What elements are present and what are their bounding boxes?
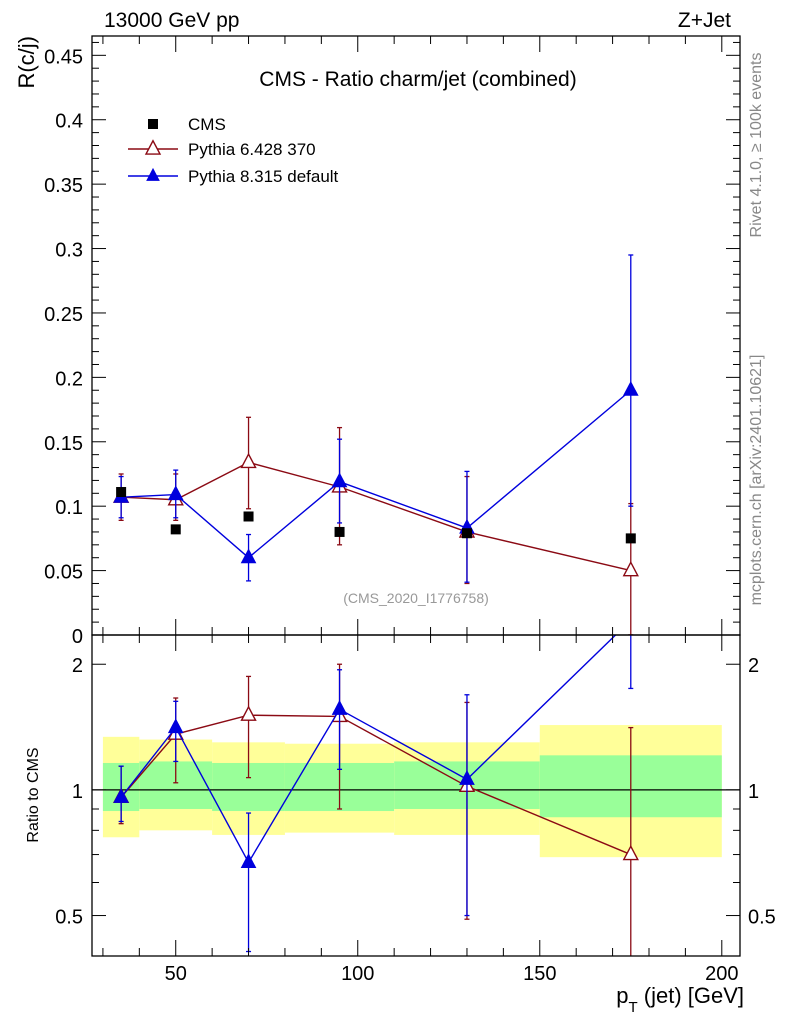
main-y-tick-label: 0.2 <box>55 368 83 390</box>
analysis-watermark: (CMS_2020_I1776758) <box>343 590 489 606</box>
main-y-tick-label: 0.3 <box>55 240 83 262</box>
x-axis-label-rest: (jet) [GeV] <box>638 983 744 1008</box>
pythia8-line <box>121 389 632 559</box>
mcplots-credit-label: mcplots.cern.ch [arXiv:2401.10621] <box>748 355 765 606</box>
main-y-tick-labels: 0 0.05 0.1 0.15 0.2 0.25 0.3 0.35 0.4 0.45 <box>44 46 83 648</box>
cms-data-point <box>170 524 181 535</box>
ratio-y-tick-label-right: 1 <box>748 781 759 803</box>
legend-entry-label: Pythia 6.428 370 <box>188 140 316 159</box>
ratio-pythia6-point <box>622 844 639 861</box>
ratio-data-series <box>112 635 639 956</box>
ratio-pythia6-line <box>120 714 632 856</box>
legend-cms-marker <box>148 119 158 129</box>
main-y-tick-label: 0.45 <box>44 46 83 68</box>
x-tick-label: 100 <box>341 963 374 985</box>
ratio-axis-ticks <box>92 635 740 957</box>
x-tick-label: 200 <box>705 963 738 985</box>
ratio-pythia8-line <box>120 635 617 864</box>
x-tick-labels: 50 100 150 200 <box>165 963 739 985</box>
legend: CMS Pythia 6.428 370 Pythia 8.315 default <box>128 115 339 186</box>
pythia6-point <box>622 560 639 577</box>
cms-data-point <box>243 511 254 522</box>
ratio-plot-panel: 0.5 0.5 1 1 2 2 50 100 150 200 <box>55 634 776 985</box>
cms-data-point <box>625 533 636 544</box>
ratio-pythia8-point <box>113 787 129 803</box>
ratio-y-axis-label: Ratio to CMS <box>25 747 42 842</box>
ratio-uncertainty-bands <box>102 725 722 858</box>
ratio-y-tick-label-left: 0.5 <box>55 907 83 929</box>
main-y-tick-label: 0.35 <box>44 175 83 197</box>
main-y-tick-label: 0.05 <box>44 562 83 584</box>
pythia6-point <box>240 452 257 469</box>
ratio-pythia8-point <box>240 853 257 869</box>
x-tick-label: 150 <box>523 963 556 985</box>
pythia6-line <box>121 461 631 572</box>
header-right-label: Z+Jet <box>678 9 731 32</box>
rivet-version-label: Rivet 4.1.0, ≥ 100k events <box>748 53 765 238</box>
main-plot-panel: 0 0.05 0.1 0.15 0.2 0.25 0.3 0.35 0.4 0.45 CMS - … <box>44 35 741 648</box>
ratio-y-tick-label-left: 1 <box>72 781 83 803</box>
legend-pythia6-marker <box>144 139 162 155</box>
main-y-tick-label: 0.4 <box>55 111 83 133</box>
ratio-y-tick-labels: 0.5 0.5 1 1 2 2 <box>55 655 776 928</box>
x-tick-label: 50 <box>165 963 187 985</box>
cms-data-point <box>116 487 127 498</box>
cms-data-point <box>461 528 472 539</box>
legend-entry-label: CMS <box>188 115 226 134</box>
main-y-tick-label: 0.15 <box>44 433 83 455</box>
pythia8-point <box>167 485 184 501</box>
ratio-pythia8-point <box>167 718 184 734</box>
legend-pythia8-marker <box>146 167 160 181</box>
main-data-series <box>112 254 639 635</box>
main-y-tick-label: 0 <box>72 626 83 648</box>
cms-data-point <box>334 526 345 537</box>
main-y-tick-label: 0.25 <box>44 304 83 326</box>
ratio-y-tick-label-right: 2 <box>748 655 759 677</box>
ratio-pythia8-point <box>459 770 475 785</box>
pythia8-point <box>622 380 639 396</box>
legend-entry-label: Pythia 8.315 default <box>188 167 339 186</box>
main-plot-title: CMS - Ratio charm/jet (combined) <box>259 68 576 91</box>
ratio-pythia8-point <box>331 699 348 715</box>
header-left-label: 13000 GeV pp <box>104 9 239 32</box>
ratio-y-tick-label-left: 2 <box>72 655 83 677</box>
main-axis-ticks <box>92 36 740 636</box>
ratio-y-tick-label-right: 0.5 <box>748 907 776 929</box>
x-axis-label-subscript: T <box>628 999 637 1016</box>
ratio-pythia6-point <box>240 705 257 721</box>
main-y-axis-label: R(c/j) <box>14 36 39 89</box>
x-axis-label: pT (jet) [GeV] <box>616 983 744 1016</box>
ratio-plot-frame <box>91 634 741 957</box>
main-y-tick-label: 0.1 <box>55 497 83 519</box>
x-axis-label-main: p <box>616 983 628 1008</box>
pythia8-point <box>331 472 348 488</box>
pythia8-point <box>240 548 257 564</box>
